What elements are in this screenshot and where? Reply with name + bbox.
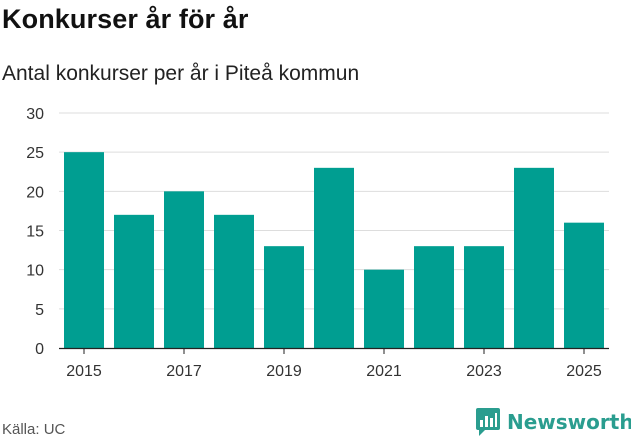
bar-2016: [114, 214, 154, 348]
bars: [64, 152, 604, 348]
bar-chart-speech-icon: [476, 408, 500, 436]
bar-2024: [514, 167, 554, 348]
y-tick-label: 25: [26, 145, 44, 162]
bar-2019: [264, 246, 304, 348]
bar-2015: [64, 152, 104, 348]
bar-2021: [364, 269, 404, 348]
bar-2023: [464, 246, 504, 348]
bar-2025: [564, 222, 604, 348]
bar-2022: [414, 246, 454, 348]
y-tick-label: 20: [26, 184, 44, 201]
y-tick-label: 15: [26, 224, 44, 241]
bar-2018: [214, 214, 254, 348]
source-note: Källa: UC: [2, 421, 66, 438]
y-tick-label: 10: [26, 263, 44, 280]
chart-subtitle: Antal konkurser per år i Piteå kommun: [2, 62, 360, 85]
bar-2017: [164, 191, 204, 348]
x-tick-label: 2021: [366, 363, 402, 380]
chart-title: Konkurser år för år: [2, 4, 249, 34]
y-tick-label: 5: [35, 302, 44, 319]
brand-name: Newsworthy: [507, 410, 631, 434]
x-tick-label: 2015: [66, 363, 102, 380]
x-tick-label: 2025: [566, 363, 602, 380]
y-tick-label: 30: [26, 106, 44, 123]
newsworthy-logo: Newsworthy: [475, 405, 631, 439]
x-tick-label: 2017: [166, 363, 202, 380]
x-tick-label: 2019: [266, 363, 302, 380]
x-tick-label: 2023: [466, 363, 502, 380]
y-tick-label: 0: [35, 341, 44, 358]
bar-2020: [314, 167, 354, 348]
